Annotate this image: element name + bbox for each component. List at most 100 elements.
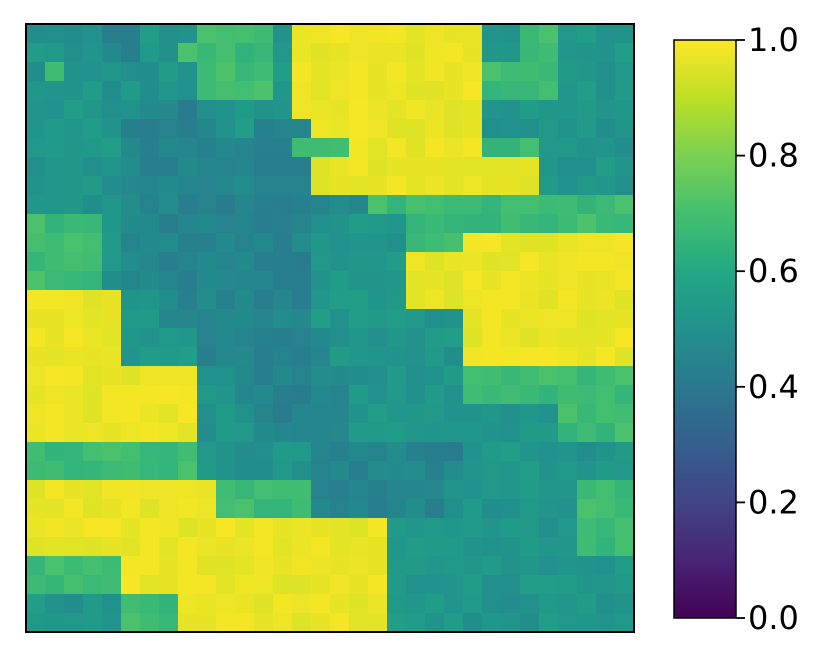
heatmap-cell: [216, 385, 236, 405]
heatmap-cell: [64, 575, 84, 595]
heatmap-cell: [102, 24, 122, 44]
heatmap-cell: [577, 385, 597, 405]
heatmap-cell: [140, 442, 160, 462]
heatmap-cell: [330, 43, 350, 63]
heatmap-cell: [558, 138, 578, 158]
heatmap-cell: [83, 81, 103, 101]
heatmap-cell: [102, 252, 122, 272]
heatmap-cell: [482, 499, 502, 519]
heatmap-cell: [406, 157, 426, 177]
heatmap-cell: [539, 480, 559, 500]
heatmap-cell: [83, 157, 103, 177]
heatmap-cell: [197, 252, 217, 272]
heatmap-cell: [140, 309, 160, 329]
heatmap-cell: [596, 423, 616, 443]
heatmap-cell: [330, 347, 350, 367]
heatmap-cell: [254, 499, 274, 519]
heatmap-cell: [273, 62, 293, 82]
heatmap-cell: [26, 176, 46, 196]
heatmap-cell: [273, 537, 293, 557]
heatmap-cell: [178, 537, 198, 557]
heatmap-cell: [311, 157, 331, 177]
heatmap-cell: [254, 43, 274, 63]
heatmap-cell: [121, 214, 141, 234]
heatmap-cell: [615, 195, 635, 215]
heatmap-cell: [159, 575, 179, 595]
heatmap-cell: [102, 100, 122, 120]
heatmap-cell: [425, 138, 445, 158]
heatmap-cell: [368, 347, 388, 367]
heatmap-cell: [539, 537, 559, 557]
heatmap-cell: [520, 138, 540, 158]
heatmap-cell: [330, 461, 350, 481]
heatmap-cell: [406, 195, 426, 215]
heatmap-cell: [368, 328, 388, 348]
heatmap-cell: [615, 556, 635, 576]
heatmap-cell: [254, 461, 274, 481]
heatmap-cell: [520, 556, 540, 576]
heatmap-cell: [444, 309, 464, 329]
heatmap-cell: [216, 195, 236, 215]
heatmap-cell: [235, 81, 255, 101]
heatmap-cell: [368, 271, 388, 291]
heatmap-cell: [539, 442, 559, 462]
heatmap-cell: [387, 404, 407, 424]
heatmap-cell: [368, 81, 388, 101]
heatmap-cell: [482, 62, 502, 82]
heatmap-cell: [406, 385, 426, 405]
heatmap-cell: [368, 537, 388, 557]
heatmap-cell: [159, 62, 179, 82]
heatmap-cell: [501, 43, 521, 63]
heatmap-cell: [425, 613, 445, 633]
heatmap-cell: [311, 575, 331, 595]
heatmap-cell: [463, 328, 483, 348]
heatmap-cell: [64, 214, 84, 234]
heatmap-cell: [558, 43, 578, 63]
heatmap-cell: [539, 556, 559, 576]
heatmap-cell: [64, 309, 84, 329]
heatmap-cell: [235, 366, 255, 386]
heatmap-cell: [235, 195, 255, 215]
heatmap-cell: [311, 24, 331, 44]
heatmap-cell: [235, 347, 255, 367]
heatmap-cell: [539, 499, 559, 519]
heatmap-cell: [501, 537, 521, 557]
heatmap-cell: [596, 290, 616, 310]
heatmap-cell: [463, 385, 483, 405]
heatmap-cell: [26, 442, 46, 462]
heatmap-cells: [26, 24, 635, 633]
heatmap-cell: [83, 442, 103, 462]
heatmap-cell: [254, 328, 274, 348]
heatmap-cell: [558, 252, 578, 272]
heatmap-cell: [26, 271, 46, 291]
heatmap-cell: [482, 347, 502, 367]
heatmap-cell: [368, 252, 388, 272]
heatmap-cell: [463, 138, 483, 158]
heatmap-cell: [216, 499, 236, 519]
heatmap-cell: [216, 138, 236, 158]
heatmap-cell: [292, 347, 312, 367]
heatmap-cell: [444, 385, 464, 405]
heatmap-cell: [482, 575, 502, 595]
heatmap-cell: [83, 62, 103, 82]
heatmap-cell: [197, 271, 217, 291]
heatmap-cell: [273, 347, 293, 367]
heatmap-cell: [216, 100, 236, 120]
heatmap-cell: [330, 423, 350, 443]
heatmap-cell: [425, 423, 445, 443]
heatmap-cell: [444, 575, 464, 595]
heatmap-cell: [235, 176, 255, 196]
heatmap-cell: [178, 62, 198, 82]
heatmap-cell: [26, 423, 46, 443]
heatmap-cell: [349, 100, 369, 120]
heatmap-cell: [159, 81, 179, 101]
heatmap-cell: [311, 195, 331, 215]
heatmap-cell: [26, 290, 46, 310]
heatmap-cell: [140, 328, 160, 348]
heatmap-cell: [349, 366, 369, 386]
heatmap-cell: [159, 271, 179, 291]
heatmap-cell: [216, 119, 236, 139]
heatmap-cell: [349, 575, 369, 595]
heatmap-cell: [558, 613, 578, 633]
heatmap-cell: [463, 100, 483, 120]
